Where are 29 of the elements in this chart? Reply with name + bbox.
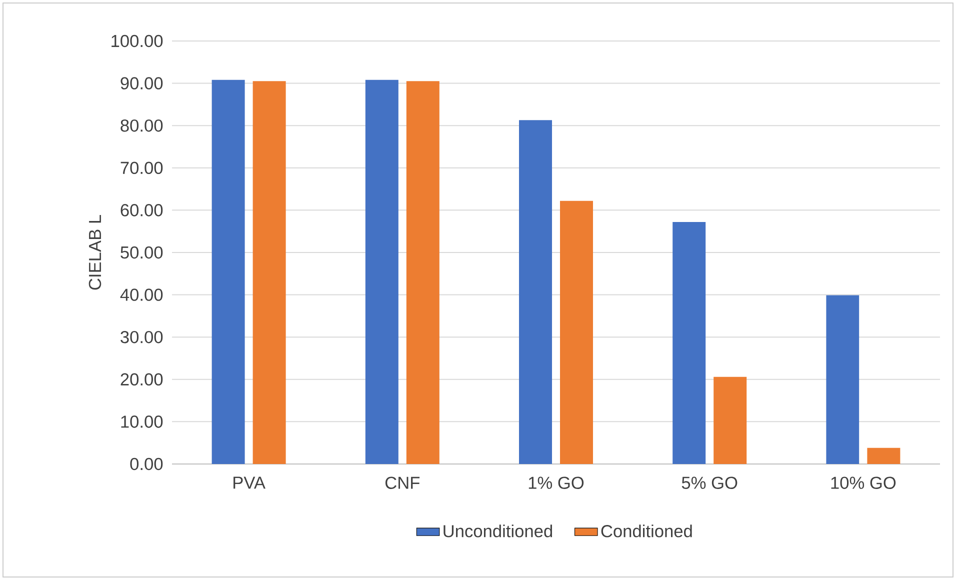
y-tick-label: 70.00: [120, 162, 163, 174]
x-tick-label: 10% GO: [831, 476, 896, 489]
bar: [560, 200, 593, 464]
y-tick-label: 80.00: [120, 119, 163, 132]
legend-label: Conditioned: [601, 524, 692, 538]
bar: [212, 80, 245, 464]
y-axis-title: CIELAB L: [88, 215, 102, 290]
x-tick-label: PVA: [234, 476, 266, 489]
bar: [714, 376, 747, 464]
bar: [519, 120, 552, 464]
bar: [365, 80, 398, 464]
y-tick-label: 60.00: [120, 204, 163, 216]
y-tick-label: 40.00: [120, 288, 163, 301]
bar: [867, 448, 900, 464]
x-tick-label: CNF: [385, 476, 420, 489]
y-tick-label: 100.00: [112, 34, 163, 48]
x-tick-label: 5% GO: [682, 476, 738, 489]
y-tick-label: 20.00: [120, 373, 163, 386]
legend-label: Unconditioned: [444, 524, 552, 538]
bar: [672, 222, 706, 464]
y-tick-label: 0.00: [130, 458, 163, 470]
y-tick-label: 50.00: [120, 246, 163, 259]
x-tick-label: 1% GO: [528, 476, 584, 489]
y-tick-label: 10.00: [121, 416, 163, 428]
y-tick-label: 90.00: [120, 77, 163, 90]
y-tick-label: 30.00: [120, 330, 163, 344]
bar: [252, 81, 286, 464]
bar: [406, 81, 440, 464]
bar: [826, 295, 860, 464]
